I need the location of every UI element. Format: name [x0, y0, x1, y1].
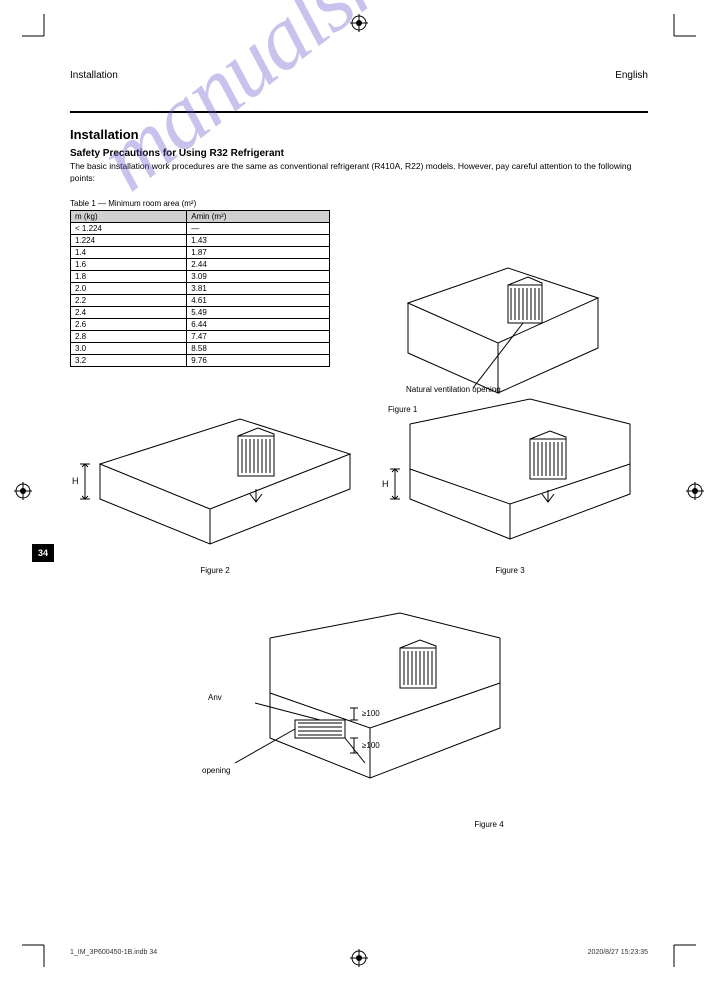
svg-text:opening: opening [202, 766, 230, 775]
figure-1-svg [388, 223, 608, 403]
table-caption: Table 1 — Minimum room area (m²) [70, 199, 330, 208]
table-row: 2.87.47 [71, 330, 330, 342]
section-heading: Safety Precautions for Using R32 Refrige… [70, 148, 648, 159]
svg-text:≥100: ≥100 [362, 709, 380, 718]
table-row: 3.29.76 [71, 354, 330, 366]
header-left: Installation [70, 70, 118, 81]
table-row: 2.24.61 [71, 294, 330, 306]
fig2-caption: Figure 2 [70, 566, 360, 575]
area-table: m (kg) Amin (m²) < 1.224—1.2241.431.41.8… [70, 210, 330, 367]
page-number: 34 [32, 544, 54, 562]
figure-2-svg: H [70, 394, 360, 564]
table-row: 1.62.44 [71, 258, 330, 270]
table-row: 3.08.58 [71, 342, 330, 354]
footer-right: 2020/8/27 15:23:35 [588, 949, 648, 956]
table-row: 2.03.81 [71, 282, 330, 294]
footer-left: 1_IM_3P600450-1B.indb 34 [70, 949, 157, 956]
figure-4-svg: Anv ≥100 ≥100 opening [200, 608, 520, 818]
fig3-caption: Figure 3 [380, 566, 640, 575]
table-row: 1.83.09 [71, 270, 330, 282]
page-title: Installation [70, 127, 648, 142]
fig2-h: H [72, 476, 79, 486]
section-para: The basic installation work procedures a… [70, 161, 648, 185]
figure-3-svg: H [380, 394, 640, 564]
fig4-caption: Figure 4 [200, 820, 718, 829]
svg-text:≥100: ≥100 [362, 741, 380, 750]
fig1-label: Natural ventilation opening [406, 385, 501, 394]
table-row: 1.41.87 [71, 246, 330, 258]
content: Installation English Installation Safety… [70, 70, 648, 829]
svg-text:Anv: Anv [208, 693, 222, 702]
svg-text:H: H [382, 479, 389, 489]
table-row: 2.45.49 [71, 306, 330, 318]
table-row: 1.2241.43 [71, 234, 330, 246]
col2: Amin (m²) [187, 210, 330, 222]
table-row: 2.66.44 [71, 318, 330, 330]
table-row: < 1.224— [71, 222, 330, 234]
col1: m (kg) [71, 210, 187, 222]
footer: 1_IM_3P600450-1B.indb 34 2020/8/27 15:23… [70, 949, 648, 956]
header-right: English [615, 70, 648, 81]
